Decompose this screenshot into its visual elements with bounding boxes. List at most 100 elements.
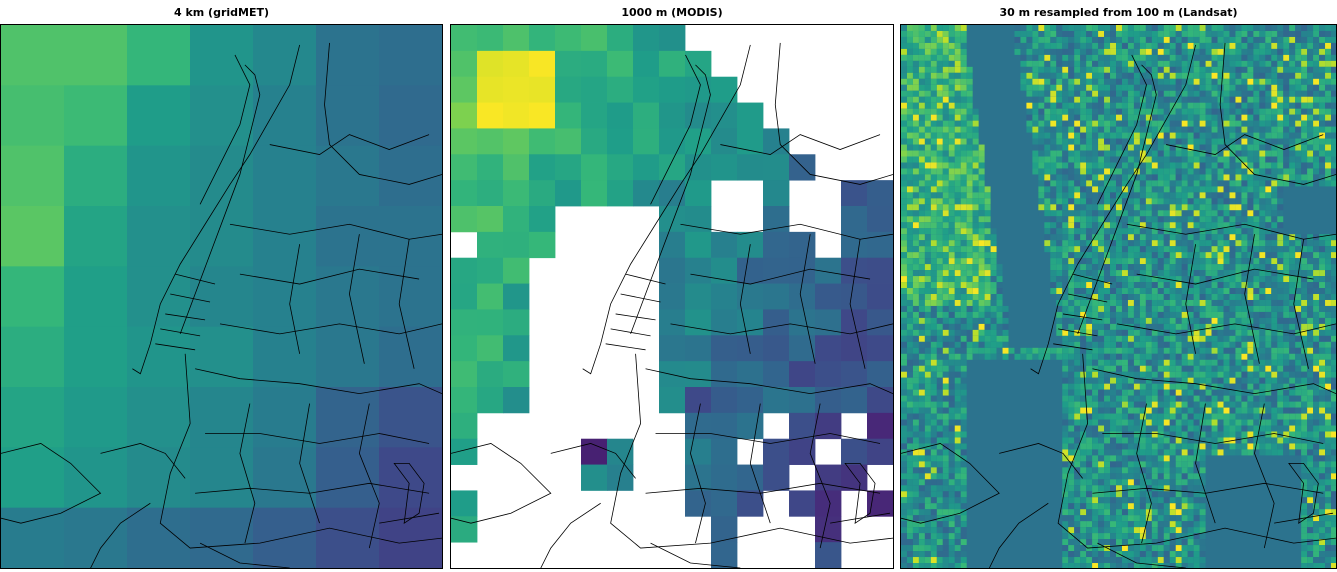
raster-cell [1277,353,1284,360]
raster-cell [1092,467,1099,474]
raster-cell [1133,114,1140,121]
raster-cell [930,36,937,43]
raster-cell [1289,144,1296,151]
raster-cell [1259,341,1266,348]
raster-cell [316,266,380,328]
raster-cell [1331,240,1336,247]
raster-cell [1187,54,1194,61]
raster-cell [1319,120,1326,127]
raster-cell [936,431,943,438]
raster-cell [1139,401,1146,408]
raster-cell [906,162,913,169]
raster-cell [529,206,556,233]
raster-cell [1139,114,1146,121]
raster-cell [1068,228,1075,235]
raster-cell [737,335,764,362]
raster-cell [1080,84,1087,91]
raster-cell [1026,353,1033,360]
raster-cell [1098,162,1105,169]
raster-cell [1229,210,1236,217]
raster-cell [1121,36,1128,43]
raster-cell [1098,54,1105,61]
raster-cell [1104,60,1111,67]
raster-cell [1193,126,1200,133]
raster-cell [901,485,907,492]
raster-cell [1145,299,1152,306]
raster-cell [1277,389,1284,396]
raster-cell [942,305,949,312]
raster-cell [1062,234,1069,241]
raster-cell [1271,305,1278,312]
raster-cell [1205,204,1212,211]
raster-cell [1271,48,1278,55]
raster-cell [1098,276,1105,283]
raster-cell [912,359,919,366]
raster-cell [1074,42,1081,49]
raster-cell [1116,419,1122,426]
raster-cell [1080,425,1087,432]
raster-cell [1301,282,1308,289]
raster-cell [901,66,907,73]
raster-cell [1074,54,1081,61]
raster-cell [1169,60,1176,67]
raster-cell [1277,54,1284,61]
raster-cell [942,78,949,85]
raster-cell [190,507,254,568]
raster-cell [1199,66,1206,73]
raster-cell [1086,54,1093,61]
raster-cell [1133,276,1140,283]
raster-cell [966,156,973,163]
raster-cell [954,341,961,348]
raster-cell [1163,377,1170,384]
raster-cell [1062,216,1069,223]
raster-cell [1062,96,1069,103]
raster-cell [659,102,686,129]
raster-cell [1163,156,1170,163]
raster-cell [1086,282,1093,289]
raster-cell [1331,437,1336,444]
raster-cell [1193,234,1200,241]
raster-cell [1295,132,1302,139]
raster-cell [1175,401,1182,408]
raster-cell [954,36,961,43]
raster-cell [930,383,937,390]
raster-cell [1223,437,1230,444]
raster-cell [1098,30,1105,37]
raster-cell [1032,102,1039,109]
raster-cell [960,413,967,420]
raster-cell [1217,222,1224,229]
raster-cell [1145,192,1152,199]
raster-cell [1325,401,1332,408]
raster-cell [1020,84,1027,91]
raster-cell [451,206,478,233]
raster-cell [1175,198,1182,205]
raster-cell [1145,54,1152,61]
raster-cell [1157,305,1164,312]
raster-cell [1104,114,1111,121]
raster-cell [930,120,937,127]
raster-cell [1133,66,1140,73]
raster-cell [1169,294,1176,300]
raster-cell [1050,90,1057,97]
raster-cell [1277,419,1284,426]
raster-cell [1331,234,1336,241]
raster-cell [948,25,955,31]
raster-cell [1247,54,1254,61]
raster-cell [1068,341,1075,348]
raster-cell [1277,282,1284,289]
raster-cell [1295,54,1302,61]
raster-cell [936,66,943,73]
raster-cell [930,437,937,444]
raster-cell [906,102,913,109]
raster-cell [954,395,961,402]
raster-cell [1080,341,1087,348]
raster-cell [912,180,919,187]
raster-cell [960,126,967,133]
raster-cell [1211,48,1218,55]
raster-cell [1044,150,1051,157]
raster-cell [1241,377,1248,384]
raster-cell [942,144,949,151]
raster-cell [1277,90,1284,97]
raster-cell [996,299,1003,306]
raster-cell [960,479,967,486]
